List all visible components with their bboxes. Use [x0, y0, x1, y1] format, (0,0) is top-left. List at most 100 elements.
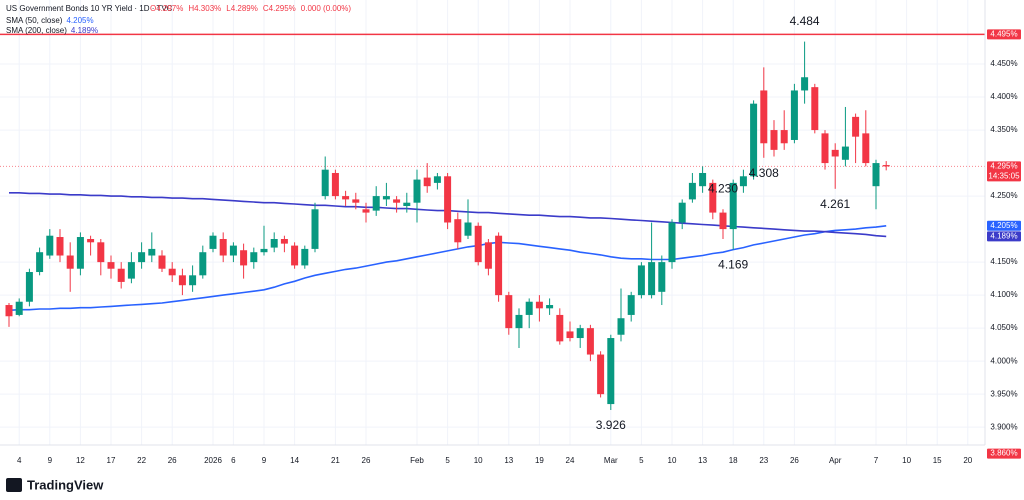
- price-label-bg: [987, 448, 1021, 459]
- candle-body: [484, 242, 492, 269]
- candle-body: [586, 328, 594, 355]
- x-tick-label: 24: [566, 456, 575, 465]
- candle-body: [505, 295, 513, 329]
- legend-entry: SMA (200, close): [6, 26, 67, 35]
- annotation: 4.169: [718, 258, 748, 272]
- candle-body: [648, 262, 656, 296]
- candle-body: [719, 212, 727, 230]
- candle-body: [321, 169, 329, 197]
- candle-body: [250, 252, 258, 263]
- x-tick-label: 17: [107, 456, 116, 465]
- annotation: 4.230: [708, 181, 738, 195]
- candle-body: [546, 305, 554, 309]
- x-tick-label: 10: [902, 456, 911, 465]
- y-tick-label: 4.150%: [990, 257, 1017, 266]
- candle-body: [393, 199, 401, 203]
- candle-body: [688, 182, 696, 200]
- x-tick-label: 21: [331, 456, 340, 465]
- candle-body: [342, 196, 350, 200]
- candle-body: [291, 245, 299, 266]
- candle-body: [5, 305, 13, 317]
- annotation: 4.484: [790, 14, 820, 28]
- candle-body: [617, 318, 625, 335]
- candle-body: [729, 182, 737, 230]
- plot: 4.484 4.308 4.261 4.230 4.169 3.926: [0, 14, 985, 432]
- x-tick-label: 9: [262, 456, 267, 465]
- price-label: 4.295%: [990, 161, 1017, 170]
- ohlc-value: C4.295%: [263, 4, 296, 13]
- candle-body: [597, 354, 605, 395]
- candle-body: [178, 275, 186, 286]
- legend-entry: SMA (50, close): [6, 16, 63, 25]
- candle-body: [311, 209, 319, 249]
- candle-body: [423, 177, 431, 187]
- x-tick-label: 6: [231, 456, 236, 465]
- ohlc-value: O4.297%: [150, 4, 183, 13]
- ohlc-value: H4.303%: [188, 4, 221, 13]
- candle-body: [668, 222, 676, 263]
- price-label-bg: [987, 231, 1021, 242]
- candle-body: [382, 196, 390, 200]
- ohlc-legend: O4.297% H4.303% L4.289% C4.295% 0.000 (0.00%…: [150, 4, 351, 13]
- candle-body: [362, 209, 370, 213]
- candle-body: [107, 262, 115, 269]
- x-tick-label: 5: [445, 456, 450, 465]
- candle-body: [148, 248, 156, 256]
- chart-title: US Government Bonds 10 YR Yield · 1D · T…: [6, 4, 173, 13]
- candle-body: [872, 163, 880, 187]
- candle-body: [464, 222, 472, 236]
- candle-body: [117, 268, 125, 282]
- candle-body: [168, 268, 176, 276]
- x-tick-label: 13: [698, 456, 707, 465]
- candle-body: [209, 235, 217, 249]
- candle-body: [495, 235, 503, 296]
- candle-body: [240, 250, 248, 266]
- candle-body: [25, 272, 33, 302]
- x-tick-label: 26: [168, 456, 177, 465]
- candle-body: [515, 314, 523, 329]
- annotation: 4.308: [749, 166, 779, 180]
- y-tick-label: 4.450%: [990, 59, 1017, 68]
- candle-body: [199, 252, 207, 276]
- annotation: 4.261: [820, 197, 850, 211]
- candle-body: [821, 133, 829, 164]
- annotation: 3.926: [596, 418, 626, 432]
- legend-value: 4.189%: [71, 26, 98, 35]
- x-tick-label: 9: [48, 456, 53, 465]
- candle-body: [811, 87, 819, 131]
- candle-body: [352, 199, 360, 203]
- price-label: 4.189%: [990, 231, 1017, 240]
- candle-body: [158, 255, 166, 269]
- candle-body: [301, 248, 309, 266]
- price-label-bg: [987, 220, 1021, 231]
- candle-body: [138, 252, 146, 263]
- x-tick-label: Apr: [829, 456, 842, 465]
- x-tick-label: 26: [362, 456, 371, 465]
- x-tick-label: 22: [137, 456, 146, 465]
- candle-body: [658, 262, 666, 292]
- price-label: 3.860%: [990, 449, 1017, 458]
- brand: TradingView: [6, 477, 104, 492]
- candle-body: [36, 252, 44, 273]
- x-tick-label: 2026: [204, 456, 222, 465]
- brand-name: TradingView: [27, 477, 104, 492]
- candle-body: [556, 314, 564, 342]
- price-label-bg: [987, 161, 1021, 182]
- candle-body: [66, 255, 74, 269]
- y-tick-label: 4.400%: [990, 92, 1017, 101]
- x-tick-label: 13: [504, 456, 513, 465]
- candle-body: [270, 239, 278, 248]
- x-tick-label: 5: [639, 456, 644, 465]
- candle-body: [444, 176, 452, 223]
- candle-body: [852, 116, 860, 137]
- candle-body: [189, 275, 197, 286]
- price-label-bg: [987, 29, 1021, 40]
- x-tick-label: 4: [17, 456, 22, 465]
- y-tick-label: 4.250%: [990, 191, 1017, 200]
- y-tick-label: 3.900%: [990, 422, 1017, 431]
- candle-body: [882, 165, 890, 167]
- x-tick-label: 12: [76, 456, 85, 465]
- candle-body: [760, 90, 768, 144]
- candle-body: [576, 328, 584, 339]
- candle-body: [331, 172, 339, 197]
